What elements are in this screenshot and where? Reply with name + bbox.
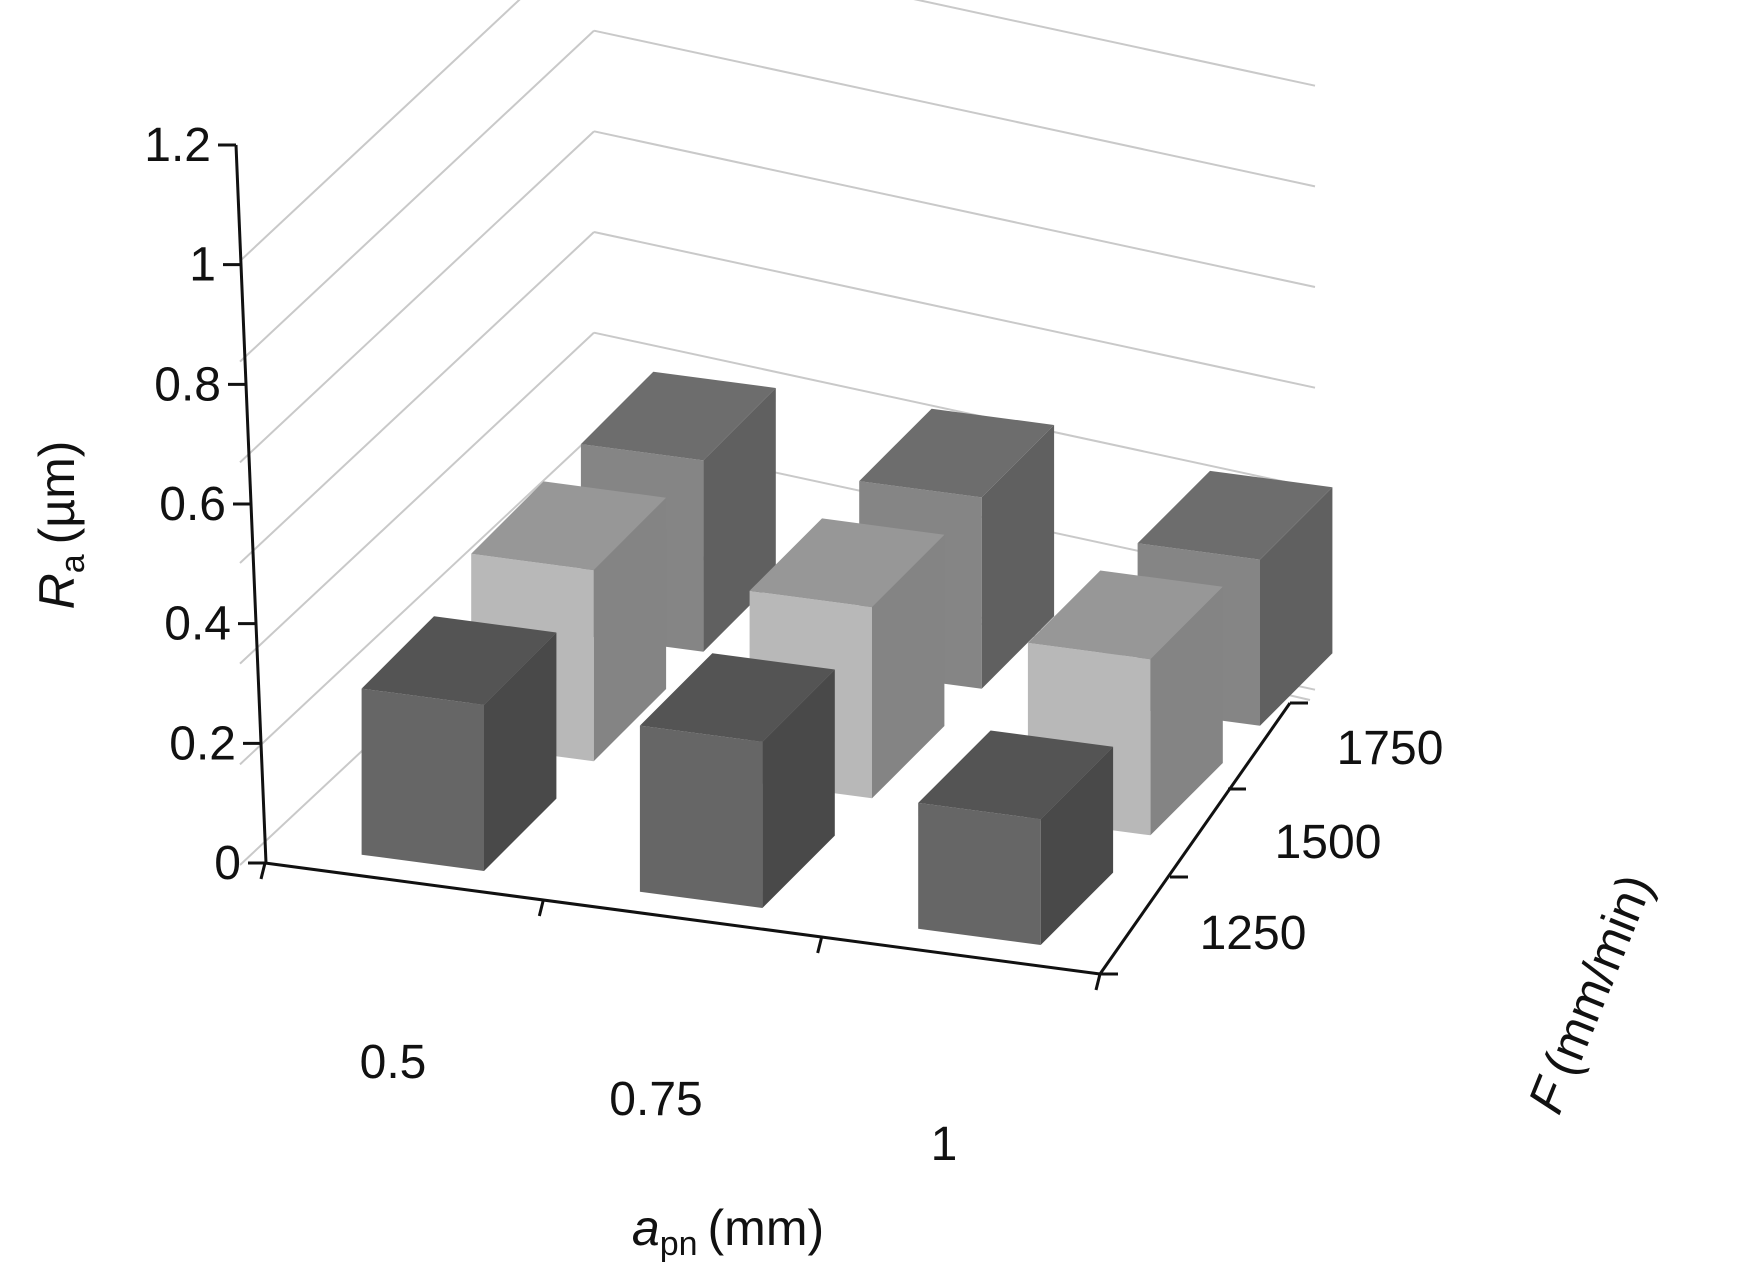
bar-side	[981, 425, 1055, 689]
gridline-left	[239, 331, 595, 665]
y-tick-label: 0.4	[164, 598, 231, 651]
bar-front	[918, 802, 1041, 945]
gridline-left	[239, 130, 595, 464]
bar-top	[580, 371, 776, 461]
bar	[361, 616, 557, 871]
y-tick-label: 0.6	[159, 478, 226, 531]
bar-front	[639, 725, 763, 908]
bar-side	[1260, 487, 1333, 726]
gridline-back	[593, 231, 1316, 389]
bar-side	[762, 669, 835, 908]
gridline-back	[913, 0, 1316, 87]
bar-top	[361, 616, 557, 705]
bar-side	[872, 534, 945, 799]
y-tick-label: 0	[214, 837, 241, 890]
gridline-back	[593, 29, 1316, 188]
z-tick-label: 1250	[1200, 907, 1307, 960]
bar-top	[471, 481, 667, 571]
y-tick-label: 0.2	[169, 717, 236, 770]
x-tick-label: 0.5	[360, 1036, 427, 1089]
x-tick-mark	[259, 862, 267, 880]
x-tick-mark	[816, 936, 824, 954]
x-axis-line	[264, 861, 1101, 976]
bar-side	[484, 632, 557, 871]
bar	[918, 730, 1114, 945]
bar-front	[361, 688, 484, 871]
bar-side	[1150, 586, 1223, 836]
bar-top	[1137, 470, 1333, 560]
bar	[639, 653, 835, 908]
gridline-back	[593, 331, 1316, 490]
bar-top	[639, 653, 835, 742]
z-tick-label: 1750	[1337, 722, 1444, 775]
x-tick-label: 1	[931, 1118, 958, 1171]
bar-top	[918, 730, 1114, 820]
tick-labels: 0 0.2 0.4 0.6 0.8 1 1.2 0.5 0.75 1 1250 1500 1750	[144, 119, 1443, 1171]
bars	[361, 371, 1333, 945]
x-tick-mark	[537, 899, 545, 917]
bar-top	[1027, 570, 1223, 660]
x-axis-title: apn (mm)	[632, 1200, 824, 1263]
gridline-left	[239, 231, 595, 564]
x-tick-label: 0.75	[609, 1073, 702, 1126]
axes	[218, 143, 1308, 991]
z-axis-title: F(mm/min)	[1517, 866, 1663, 1120]
y-tick-label: 0.8	[154, 358, 221, 411]
bar-side	[593, 497, 667, 762]
z-tick-label: 1500	[1275, 816, 1382, 869]
x-tick-mark	[1094, 973, 1102, 991]
gridline-left	[239, 432, 595, 766]
gridline-back	[593, 130, 1316, 289]
gridline-left	[239, 0, 521, 262]
y-tick-label: 1.2	[144, 119, 211, 172]
gridline-left	[239, 29, 595, 363]
z-axis-line	[1098, 702, 1292, 975]
bar-top	[859, 408, 1055, 498]
y-tick-label: 1	[189, 239, 216, 292]
bar-side	[1040, 746, 1114, 945]
y-axis-title: Ra(µm)	[29, 441, 92, 610]
bar-top	[749, 518, 945, 608]
